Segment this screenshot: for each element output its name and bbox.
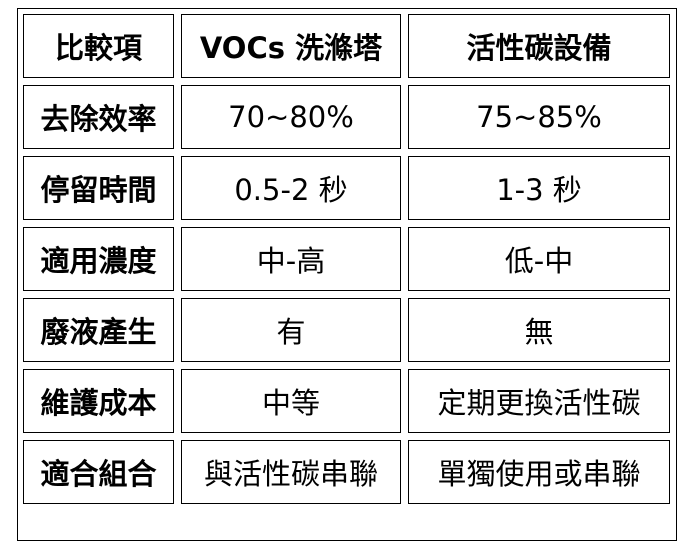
- comparison-table: 比較項 VOCs 洗滌塔 活性碳設備 去除效率 70~80% 75~85% 停留時間…: [16, 7, 677, 511]
- row-label: 適合組合: [23, 440, 174, 504]
- row-label: 去除效率: [23, 85, 174, 149]
- table-cell: 1-3 秒: [408, 156, 670, 220]
- header-cell: 比較項: [23, 14, 174, 78]
- row-label: 維護成本: [23, 369, 174, 433]
- row-label: 廢液產生: [23, 298, 174, 362]
- table-cell: 70~80%: [181, 85, 401, 149]
- table-cell: 75~85%: [408, 85, 670, 149]
- table-row: 維護成本 中等 定期更換活性碳: [23, 369, 670, 433]
- table-cell: 與活性碳串聯: [181, 440, 401, 504]
- table-row: 停留時間 0.5-2 秒 1-3 秒: [23, 156, 670, 220]
- header-cell: VOCs 洗滌塔: [181, 14, 401, 78]
- table-cell: 有: [181, 298, 401, 362]
- table-row: 去除效率 70~80% 75~85%: [23, 85, 670, 149]
- row-label: 停留時間: [23, 156, 174, 220]
- table-header-row: 比較項 VOCs 洗滌塔 活性碳設備: [23, 14, 670, 78]
- table-cell: 中等: [181, 369, 401, 433]
- header-cell: 活性碳設備: [408, 14, 670, 78]
- table-cell: 低-中: [408, 227, 670, 291]
- table-row: 適合組合 與活性碳串聯 單獨使用或串聯: [23, 440, 670, 504]
- row-label: 適用濃度: [23, 227, 174, 291]
- table-row: 適用濃度 中-高 低-中: [23, 227, 670, 291]
- table-row: 廢液產生有無: [23, 298, 670, 362]
- table-cell: 定期更換活性碳: [408, 369, 670, 433]
- table-cell: 中-高: [181, 227, 401, 291]
- table-cell: 0.5-2 秒: [181, 156, 401, 220]
- comparison-table-frame: 比較項 VOCs 洗滌塔 活性碳設備 去除效率 70~80% 75~85% 停留時間…: [17, 8, 677, 541]
- table-cell: 單獨使用或串聯: [408, 440, 670, 504]
- table-cell: 無: [408, 298, 670, 362]
